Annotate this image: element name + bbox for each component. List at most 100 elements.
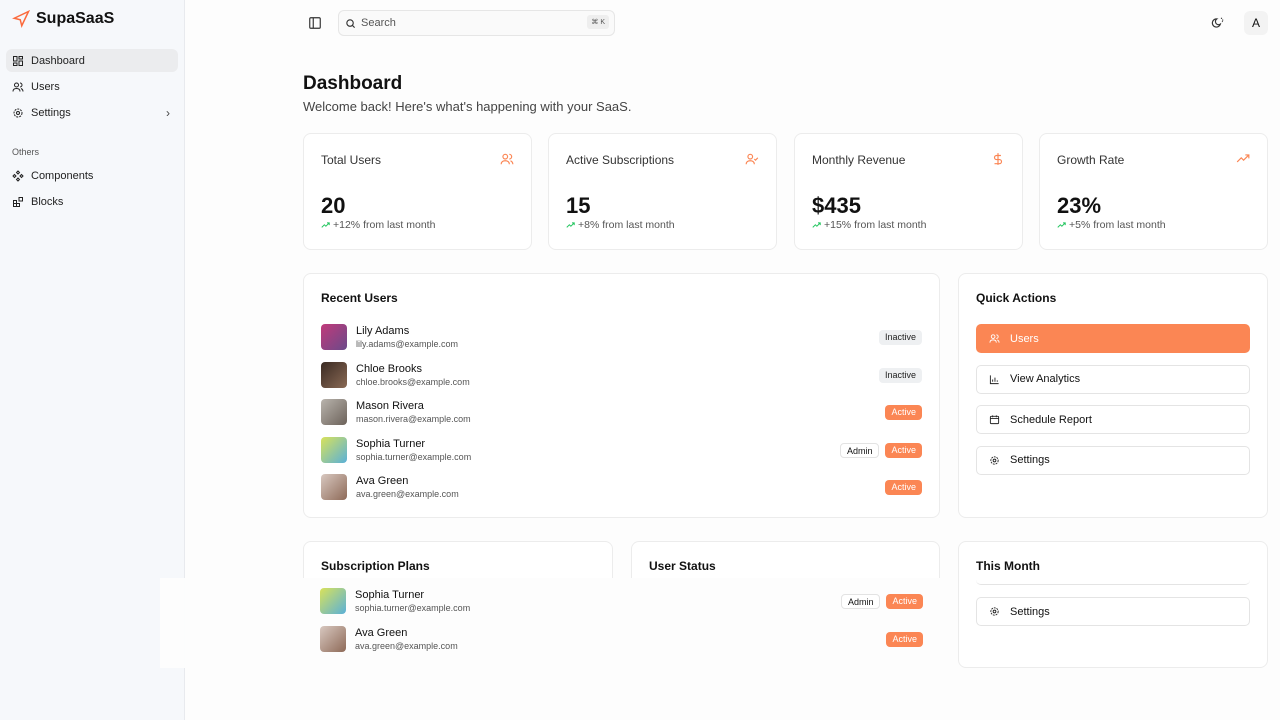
action-label: Settings: [1010, 454, 1050, 466]
status-badge: Active: [886, 594, 923, 609]
action-label: View Analytics: [1010, 373, 1081, 385]
components-icon: [12, 169, 24, 182]
this-month-settings-button[interactable]: Settings: [976, 597, 1250, 626]
trending-up-icon: [812, 221, 821, 228]
search-input[interactable]: Search ⌘ K: [338, 10, 615, 36]
trending-up-icon: [1236, 154, 1250, 163]
status-badge: Active: [886, 631, 923, 647]
status-badge: Active: [885, 442, 922, 458]
stat-title: Monthly Revenue: [812, 153, 906, 167]
stat-title: Active Subscriptions: [566, 153, 675, 167]
user-avatar-button[interactable]: A: [1244, 11, 1268, 35]
stat-delta: +12% from last month: [333, 219, 436, 231]
stat-card: Total Users 20 +12% from last month: [303, 133, 532, 250]
send-icon: [12, 10, 30, 28]
quick-action-settings-button[interactable]: Settings: [976, 445, 1250, 475]
chevron-right-icon: ›: [166, 105, 170, 120]
users-icon: [989, 334, 1000, 343]
stat-title: Total Users: [321, 153, 382, 167]
dollar-icon: [993, 153, 1003, 165]
card-title: Subscription Plans: [321, 559, 430, 573]
user-name: Sophia Turner: [355, 589, 425, 601]
user-row[interactable]: Sophia Turner sophia.turner@example.com …: [321, 436, 922, 463]
stat-value: 20: [321, 193, 346, 218]
sidebar-item-label: Components: [31, 169, 94, 182]
user-row[interactable]: Sophia Turner sophia.turner@example.com …: [320, 588, 923, 614]
user-row[interactable]: Mason Rivera mason.rivera@example.com Ac…: [321, 399, 922, 425]
sidebar-item-blocks[interactable]: Blocks: [6, 190, 178, 213]
status-badge: Inactive: [878, 367, 922, 383]
sidebar-item-label: Dashboard: [31, 54, 85, 67]
quick-action-users-button[interactable]: Users: [976, 324, 1250, 353]
partial-action-button: [976, 578, 1250, 585]
users-icon: [500, 153, 514, 165]
stat-delta: +8% from last month: [578, 219, 675, 231]
card-title: Recent Users: [321, 291, 398, 305]
search-icon: [346, 18, 356, 28]
users-icon: [12, 82, 24, 92]
stat-title: Growth Rate: [1057, 153, 1125, 167]
sidebar-group-label: Others: [12, 147, 40, 157]
action-label: Schedule Report: [1010, 413, 1092, 426]
this-month-card: This Month Settings: [958, 541, 1268, 668]
action-label: Settings: [1010, 605, 1050, 618]
status-badge: Active: [885, 480, 922, 495]
page-subtitle: Welcome back! Here's what's happening wi…: [303, 99, 632, 114]
user-name: Mason Rivera: [356, 400, 424, 412]
bar-chart-icon: [989, 374, 999, 384]
layout-dashboard-icon: [13, 55, 23, 66]
user-row[interactable]: Ava Green ava.green@example.com Active: [320, 625, 923, 652]
stat-value: 15: [566, 193, 591, 218]
sidebar-item-label: Blocks: [31, 195, 64, 208]
user-row[interactable]: Ava Green ava.green@example.com Active: [321, 474, 922, 500]
brand[interactable]: SupaSaaS: [12, 10, 114, 28]
sidebar-item-label: Users: [31, 80, 60, 93]
search-placeholder: Search: [361, 17, 396, 29]
stat-value: 23%: [1057, 193, 1102, 218]
role-badge: Admin: [839, 442, 880, 458]
blocks-icon: [13, 196, 23, 207]
user-row[interactable]: Chloe Brooks chloe.brooks@example.com In…: [321, 361, 922, 388]
theme-toggle-button[interactable]: [1207, 12, 1229, 34]
settings-icon: [990, 455, 999, 465]
quick-actions-card: Quick Actions Users View Analytics Schedul…: [958, 273, 1268, 518]
stat-delta: +5% from last month: [1069, 219, 1166, 231]
sidebar-item-components[interactable]: Components: [6, 164, 178, 187]
user-name: Chloe Brooks: [356, 362, 423, 375]
user-email: chloe.brooks@example.com: [356, 376, 470, 387]
card-title: User Status: [649, 559, 716, 573]
sidebar: SupaSaaS Dashboard Users Settings › Othe…: [0, 0, 185, 720]
sidebar-item-users[interactable]: Users: [6, 75, 178, 98]
user-email: mason.rivera@example.com: [356, 414, 471, 424]
sidebar-item-label: Settings: [31, 106, 71, 119]
brand-name: SupaSaaS: [36, 10, 115, 27]
trending-up-icon: [566, 221, 575, 228]
sidebar-item-settings[interactable]: Settings ›: [6, 101, 178, 124]
user-name: Lily Adams: [356, 325, 410, 337]
user-email: lily.adams@example.com: [356, 339, 459, 349]
user-avatar: [321, 361, 347, 388]
stat-value: $435: [812, 193, 861, 218]
user-name: Ava Green: [356, 475, 409, 487]
status-badge: Active: [885, 405, 922, 420]
quick-action-view-analytics-button[interactable]: View Analytics: [976, 364, 1250, 394]
user-avatar: [321, 436, 347, 463]
sidebar-item-dashboard[interactable]: Dashboard: [6, 49, 178, 72]
card-title: This Month: [976, 559, 1040, 573]
panel-left-icon: [309, 17, 321, 29]
toggle-sidebar-button[interactable]: [304, 12, 326, 34]
recent-users-card: Recent Users Lily Adams lily.adams@examp…: [303, 273, 940, 518]
card-title: Quick Actions: [976, 291, 1057, 305]
user-avatar: [321, 324, 347, 350]
user-email: ava.green@example.com: [355, 640, 458, 651]
quick-action-schedule-report-button[interactable]: Schedule Report: [976, 405, 1250, 434]
calendar-icon: [989, 415, 1000, 425]
user-check-icon: [745, 153, 759, 165]
stat-card: Growth Rate 23% +5% from last month: [1039, 133, 1268, 250]
user-email: sophia.turner@example.com: [355, 603, 471, 613]
user-row[interactable]: Lily Adams lily.adams@example.com Inacti…: [321, 324, 922, 350]
settings-icon: [990, 607, 999, 616]
page-title: Dashboard: [303, 73, 403, 94]
overlay-user-list: Sophia Turner sophia.turner@example.com …: [160, 578, 940, 668]
shortcut-hint: ⌘ K: [587, 15, 609, 29]
